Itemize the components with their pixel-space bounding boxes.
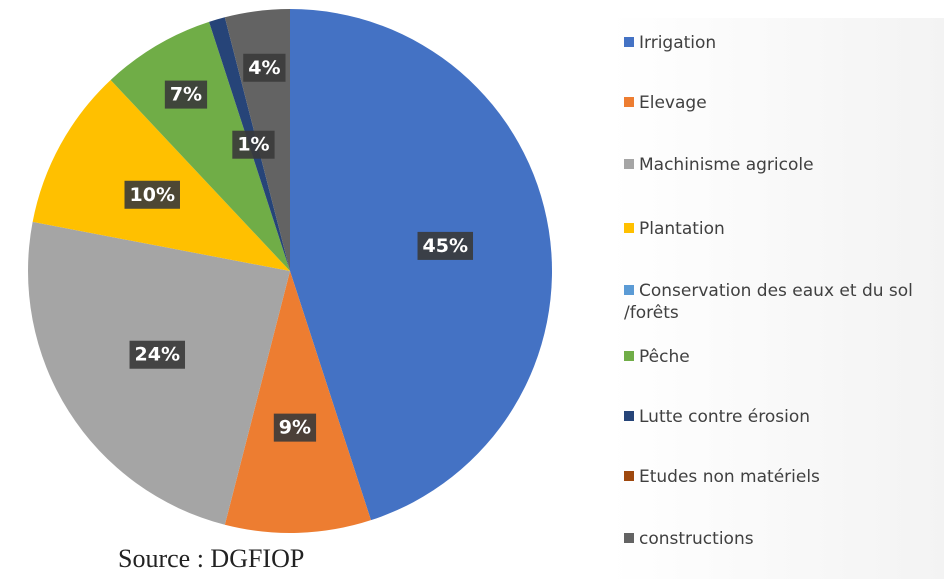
legend-label: constructions: [639, 529, 754, 549]
legend-swatch: [624, 351, 634, 361]
pie-slice: [32, 80, 290, 271]
data-label-box: [129, 340, 186, 369]
legend-swatch: [624, 223, 634, 233]
legend-label: Lutte contre érosion: [639, 407, 811, 427]
data-label-text: 4%: [248, 57, 280, 79]
legend: Irrigation Elevage Machinisme agricole Plan…: [610, 18, 944, 579]
legend-item: Conservation des eaux et du sol /forêts: [624, 280, 934, 324]
data-label: 45%: [417, 231, 474, 260]
data-label-box: [417, 231, 474, 260]
legend-label: Elevage: [639, 93, 707, 113]
legend-label: Pêche: [639, 347, 690, 367]
pie-slice: [224, 271, 371, 534]
data-label: 9%: [273, 413, 317, 442]
legend-item: Irrigation: [624, 32, 934, 54]
legend-swatch: [624, 159, 634, 169]
pie-slice: [27, 221, 291, 525]
data-label: 24%: [129, 340, 186, 369]
legend-label: Etudes non matériels: [639, 467, 820, 487]
data-label-box: [124, 180, 180, 209]
legend-item: constructions: [624, 528, 934, 550]
legend-label: Plantation: [639, 219, 725, 239]
legend-item: Lutte contre érosion: [624, 406, 934, 428]
legend-label: Irrigation: [639, 33, 717, 53]
data-label-box: [273, 413, 317, 442]
legend-item: Etudes non matériels: [624, 466, 934, 488]
legend-swatch: [624, 285, 634, 295]
legend-swatch: [624, 37, 634, 47]
data-label-text: 1%: [237, 134, 269, 156]
legend-swatch: [624, 97, 634, 107]
legend-label: Machinisme agricole: [639, 155, 814, 175]
data-label-box: [232, 130, 275, 159]
chart: 45% 9% 24% 10% 7% 1% 4%: [27, 9, 553, 534]
pie-slice: [110, 21, 291, 271]
legend-item: Elevage: [624, 92, 934, 114]
data-label-box: [243, 53, 286, 82]
source: Source : DGFIOP: [118, 544, 305, 573]
data-label-box: [164, 80, 208, 109]
data-label: 1%: [232, 130, 275, 159]
data-label-text: 24%: [135, 344, 180, 366]
legend-label: Conservation des eaux et du sol /forêts: [624, 281, 913, 323]
legend-item: Machinisme agricole: [624, 154, 934, 176]
legend-swatch: [624, 533, 634, 543]
legend-swatch: [624, 471, 634, 481]
legend-item: Plantation: [624, 218, 934, 240]
data-label-text: 9%: [279, 417, 311, 439]
data-label: 10%: [124, 180, 180, 209]
data-label: 4%: [243, 53, 286, 82]
data-label-text: 7%: [170, 84, 202, 106]
pie-slice: [290, 9, 553, 521]
data-label: 7%: [164, 80, 208, 109]
legend-swatch: [624, 411, 634, 421]
data-label-text: 45%: [423, 235, 468, 257]
data-label-text: 10%: [130, 184, 175, 206]
legend-item: Pêche: [624, 346, 934, 368]
